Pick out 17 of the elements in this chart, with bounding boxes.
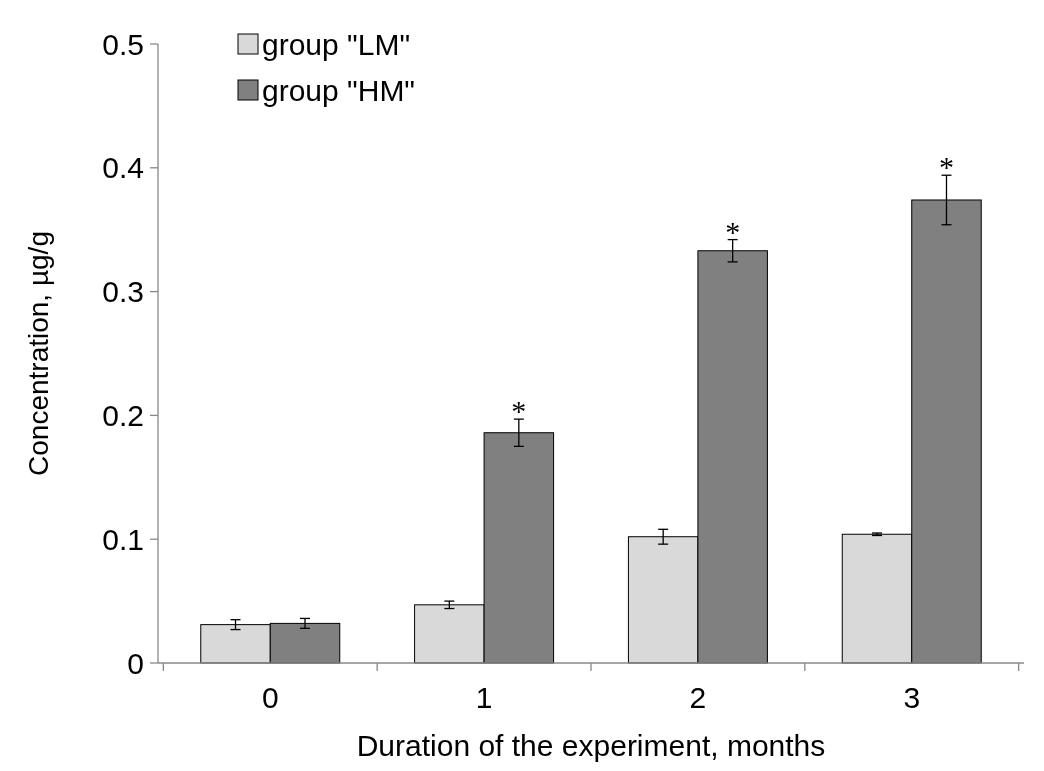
y-tick-label: 0 <box>127 646 144 680</box>
x-axis-title: Duration of the experiment, months <box>356 729 826 762</box>
annotation: * <box>725 214 741 248</box>
y-tick-label: 0.4 <box>102 151 144 185</box>
x-tick-label: 2 <box>689 681 707 714</box>
y-axis-title: Concentration, µg/g <box>23 231 54 476</box>
y-tick-label: 0.5 <box>102 27 144 61</box>
y-tick-label: 0.2 <box>102 398 144 432</box>
x-tick-label: 1 <box>475 681 493 714</box>
x-tick-label: 3 <box>903 681 921 714</box>
y-tick-label: 0.3 <box>102 275 144 309</box>
annotation: * <box>511 394 527 428</box>
annotation: * <box>938 150 954 184</box>
x-tick-label: 0 <box>261 681 279 714</box>
legend-label: group "HM" <box>262 73 416 107</box>
legend-label: group "LM" <box>262 27 411 61</box>
y-tick-label: 0.1 <box>102 522 144 556</box>
